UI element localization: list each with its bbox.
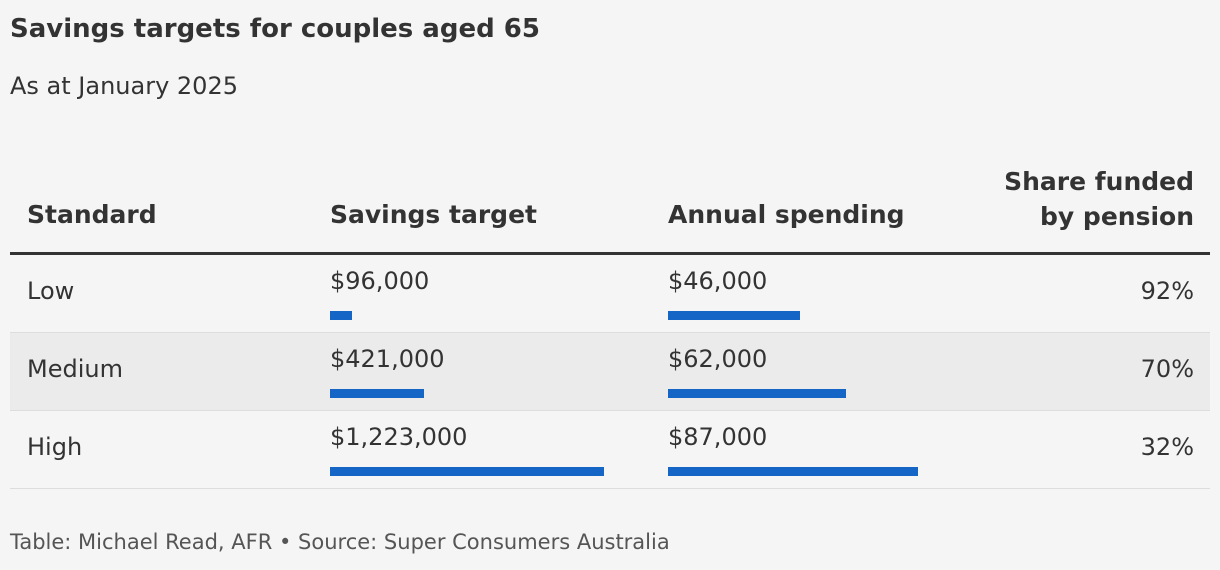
value-label: $1,223,000 [330,423,468,451]
bar [330,389,425,398]
value-label: $96,000 [330,267,430,295]
value-label: $46,000 [668,267,768,295]
value-label: $87,000 [668,423,768,451]
table-row: Low $96,000 $46,000 92% [10,255,1210,333]
share-value: 92% [1140,277,1194,305]
row-label: Medium [27,355,123,383]
column-header: Share funded by pension [1004,167,1194,231]
header-rule [10,252,1210,255]
bar [330,311,352,320]
column-header: Standard [27,200,157,229]
share-value: 32% [1140,433,1194,461]
bar [668,389,847,398]
title: Savings targets for couples aged 65 [10,14,540,44]
subtitle: As at January 2025 [10,72,238,100]
column-header: Savings target [330,200,537,229]
bar [330,467,604,476]
bar [668,311,801,320]
bar [668,467,918,476]
value-label: $62,000 [668,345,768,373]
share-value: 70% [1140,355,1194,383]
row-label: Low [27,277,75,305]
row-label: High [27,433,83,461]
column-header: Annual spending [668,200,905,229]
table-row: High $1,223,000 $87,000 32% [10,411,1210,489]
value-label: $421,000 [330,345,445,373]
table-row: Medium $421,000 $62,000 70% [10,333,1210,411]
footer: Table: Michael Read, AFR • Source: Super… [10,530,670,554]
